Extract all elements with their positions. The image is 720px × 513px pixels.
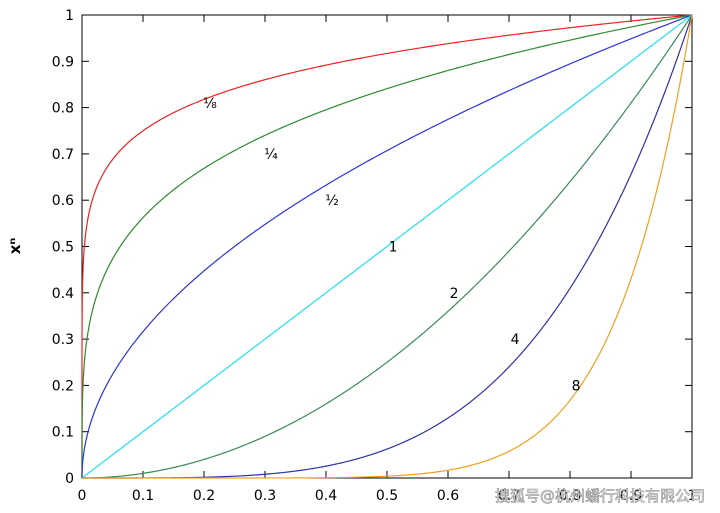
y-tick-label: 0.6 [52, 193, 74, 209]
curve-label: 8 [572, 378, 581, 394]
curve-label: 4 [511, 332, 520, 348]
curves [81, 14, 693, 479]
x-tick-label: 0.2 [193, 488, 215, 504]
x-tick-label: 0.8 [559, 488, 581, 504]
y-axis-label: xⁿ [6, 238, 24, 255]
curve-label: ¼ [264, 147, 278, 163]
y-tick-label: 0.8 [52, 101, 74, 117]
x-tick-label: 0.1 [132, 488, 154, 504]
curve-0.125 [81, 14, 693, 478]
x-tick-label: 0.6 [437, 488, 459, 504]
curve-label: ⅛ [203, 96, 217, 112]
curve-label: 1 [389, 240, 398, 256]
x-tick-label: 1 [688, 488, 697, 504]
curve-labels: ⅛ ¼ ½ 1 2 4 8 [203, 96, 580, 394]
x-tick-label: 0.5 [376, 488, 398, 504]
x-tick-label: 0.4 [315, 488, 337, 504]
y-tick-label: 0.5 [52, 240, 74, 256]
y-tick-label: 0.7 [52, 147, 74, 163]
curve-1 [81, 14, 693, 479]
curve-8 [82, 14, 693, 479]
curve-label: ½ [325, 193, 339, 209]
y-tick-label: 0.1 [52, 425, 74, 441]
axis-ticks: 0 0.1 0.2 0.3 0.4 0.5 0.6 0.7 0.8 0.9 1 0 0.1 0.2 0.3 0… [52, 8, 697, 504]
curve-0.5 [81, 14, 693, 478]
x-tick-label: 0 [78, 488, 87, 504]
x-tick-label: 0.3 [254, 488, 276, 504]
y-tick-label: 0.3 [52, 332, 74, 348]
y-tick-label: 0.9 [52, 54, 74, 70]
y-tick-label: 0.4 [52, 286, 74, 302]
curve-label: 2 [450, 286, 459, 302]
curve-0.25 [81, 14, 693, 478]
x-tick-label: 0.9 [620, 488, 642, 504]
y-tick-label: 0.2 [52, 378, 74, 394]
x-tick-label: 0.7 [498, 488, 520, 504]
watermark: 搜狐号@杭州蟠行科技有限公司 [495, 487, 705, 505]
y-tick-label: 0 [65, 471, 74, 487]
y-tick-label: 1 [65, 8, 74, 24]
curve-2 [82, 14, 693, 479]
